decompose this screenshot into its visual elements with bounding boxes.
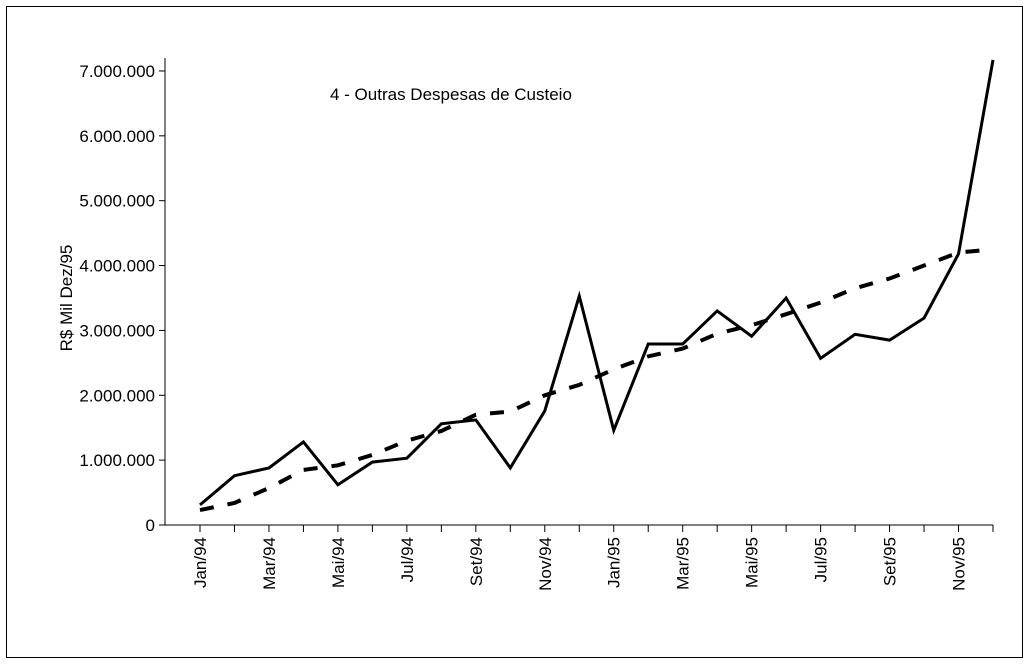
x-tick-label: Mai/95 [743,537,762,588]
x-tick-label: Mar/95 [674,537,693,590]
series-line [199,247,994,513]
y-tick-label: 3.000.000 [79,321,155,340]
x-tick-label: Mar/94 [260,537,279,590]
y-tick-label: 4.000.000 [79,257,155,276]
x-tick-label: Nov/94 [536,537,555,591]
x-tick-label: Jul/95 [812,537,831,582]
x-tick-label: Set/95 [881,537,900,586]
x-tick-label: Jan/94 [191,537,210,588]
y-axis-label: R$ Mil Dez/95 [57,245,76,352]
x-tick-label: Set/94 [467,537,486,586]
x-tick-label: Mai/94 [329,537,348,588]
x-tick-label: Jan/95 [605,537,624,588]
y-tick-label: 5.000.000 [79,192,155,211]
y-tick-label: 7.000.000 [79,62,155,81]
y-tick-label: 1.000.000 [79,451,155,470]
y-tick-label: 2.000.000 [79,386,155,405]
y-tick-label: 0 [146,516,155,535]
chart-frame [6,6,1023,658]
y-tick-label: 6.000.000 [79,127,155,146]
x-tick-label: Nov/95 [950,537,969,591]
series-line [199,59,995,507]
x-tick-label: Jul/94 [398,537,417,582]
chart-title: 4 - Outras Despesas de Custeio [330,85,572,104]
